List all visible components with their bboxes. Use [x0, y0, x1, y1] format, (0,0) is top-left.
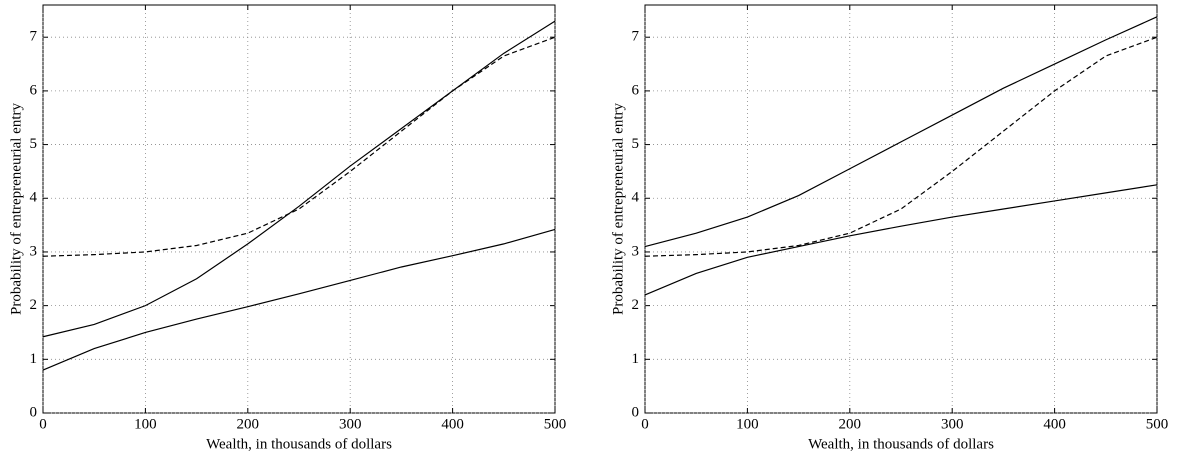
x-tick-label: 0 — [641, 416, 649, 432]
y-tick-label: 6 — [30, 82, 38, 98]
y-tick-label: 6 — [632, 82, 640, 98]
y-tick-label: 7 — [632, 29, 640, 45]
x-tick-label: 300 — [339, 416, 362, 432]
y-tick-label: 1 — [632, 351, 640, 367]
y-axis-label: Probability of entrepreneurial entry — [610, 103, 626, 316]
y-tick-label: 2 — [632, 297, 640, 313]
axes-box — [42, 4, 556, 414]
x-tick-label: 100 — [736, 416, 759, 432]
x-tick-label: 400 — [1043, 416, 1066, 432]
y-tick-label: 0 — [632, 404, 640, 420]
y-tick-label: 4 — [30, 190, 38, 206]
y-tick-label: 5 — [30, 136, 38, 152]
y-axis-label: Probability of entrepreneurial entry — [8, 103, 24, 316]
y-tick-label: 7 — [30, 29, 38, 45]
x-tick-label: 100 — [134, 416, 157, 432]
x-tick-label: 200 — [839, 416, 862, 432]
axes-box — [644, 4, 1158, 414]
x-tick-label: 500 — [544, 416, 567, 432]
x-tick-label: 200 — [237, 416, 260, 432]
y-tick-label: 2 — [30, 297, 38, 313]
y-tick-label: 1 — [30, 351, 38, 367]
series-line — [42, 20, 556, 338]
x-tick-label: 400 — [441, 416, 464, 432]
x-tick-label: 0 — [39, 416, 47, 432]
series-line — [42, 36, 556, 257]
series-line — [644, 16, 1158, 248]
series-line — [644, 36, 1158, 257]
series-line — [42, 228, 556, 371]
y-tick-label: 4 — [632, 190, 640, 206]
x-tick-label: 500 — [1146, 416, 1169, 432]
y-tick-label: 3 — [30, 243, 38, 259]
y-tick-label: 0 — [30, 404, 38, 420]
x-axis-label: Wealth, in thousands of dollars — [206, 436, 392, 452]
series-line — [644, 184, 1158, 296]
y-tick-label: 3 — [632, 243, 640, 259]
y-tick-label: 5 — [632, 136, 640, 152]
x-tick-label: 300 — [941, 416, 964, 432]
x-axis-label: Wealth, in thousands of dollars — [808, 436, 994, 452]
